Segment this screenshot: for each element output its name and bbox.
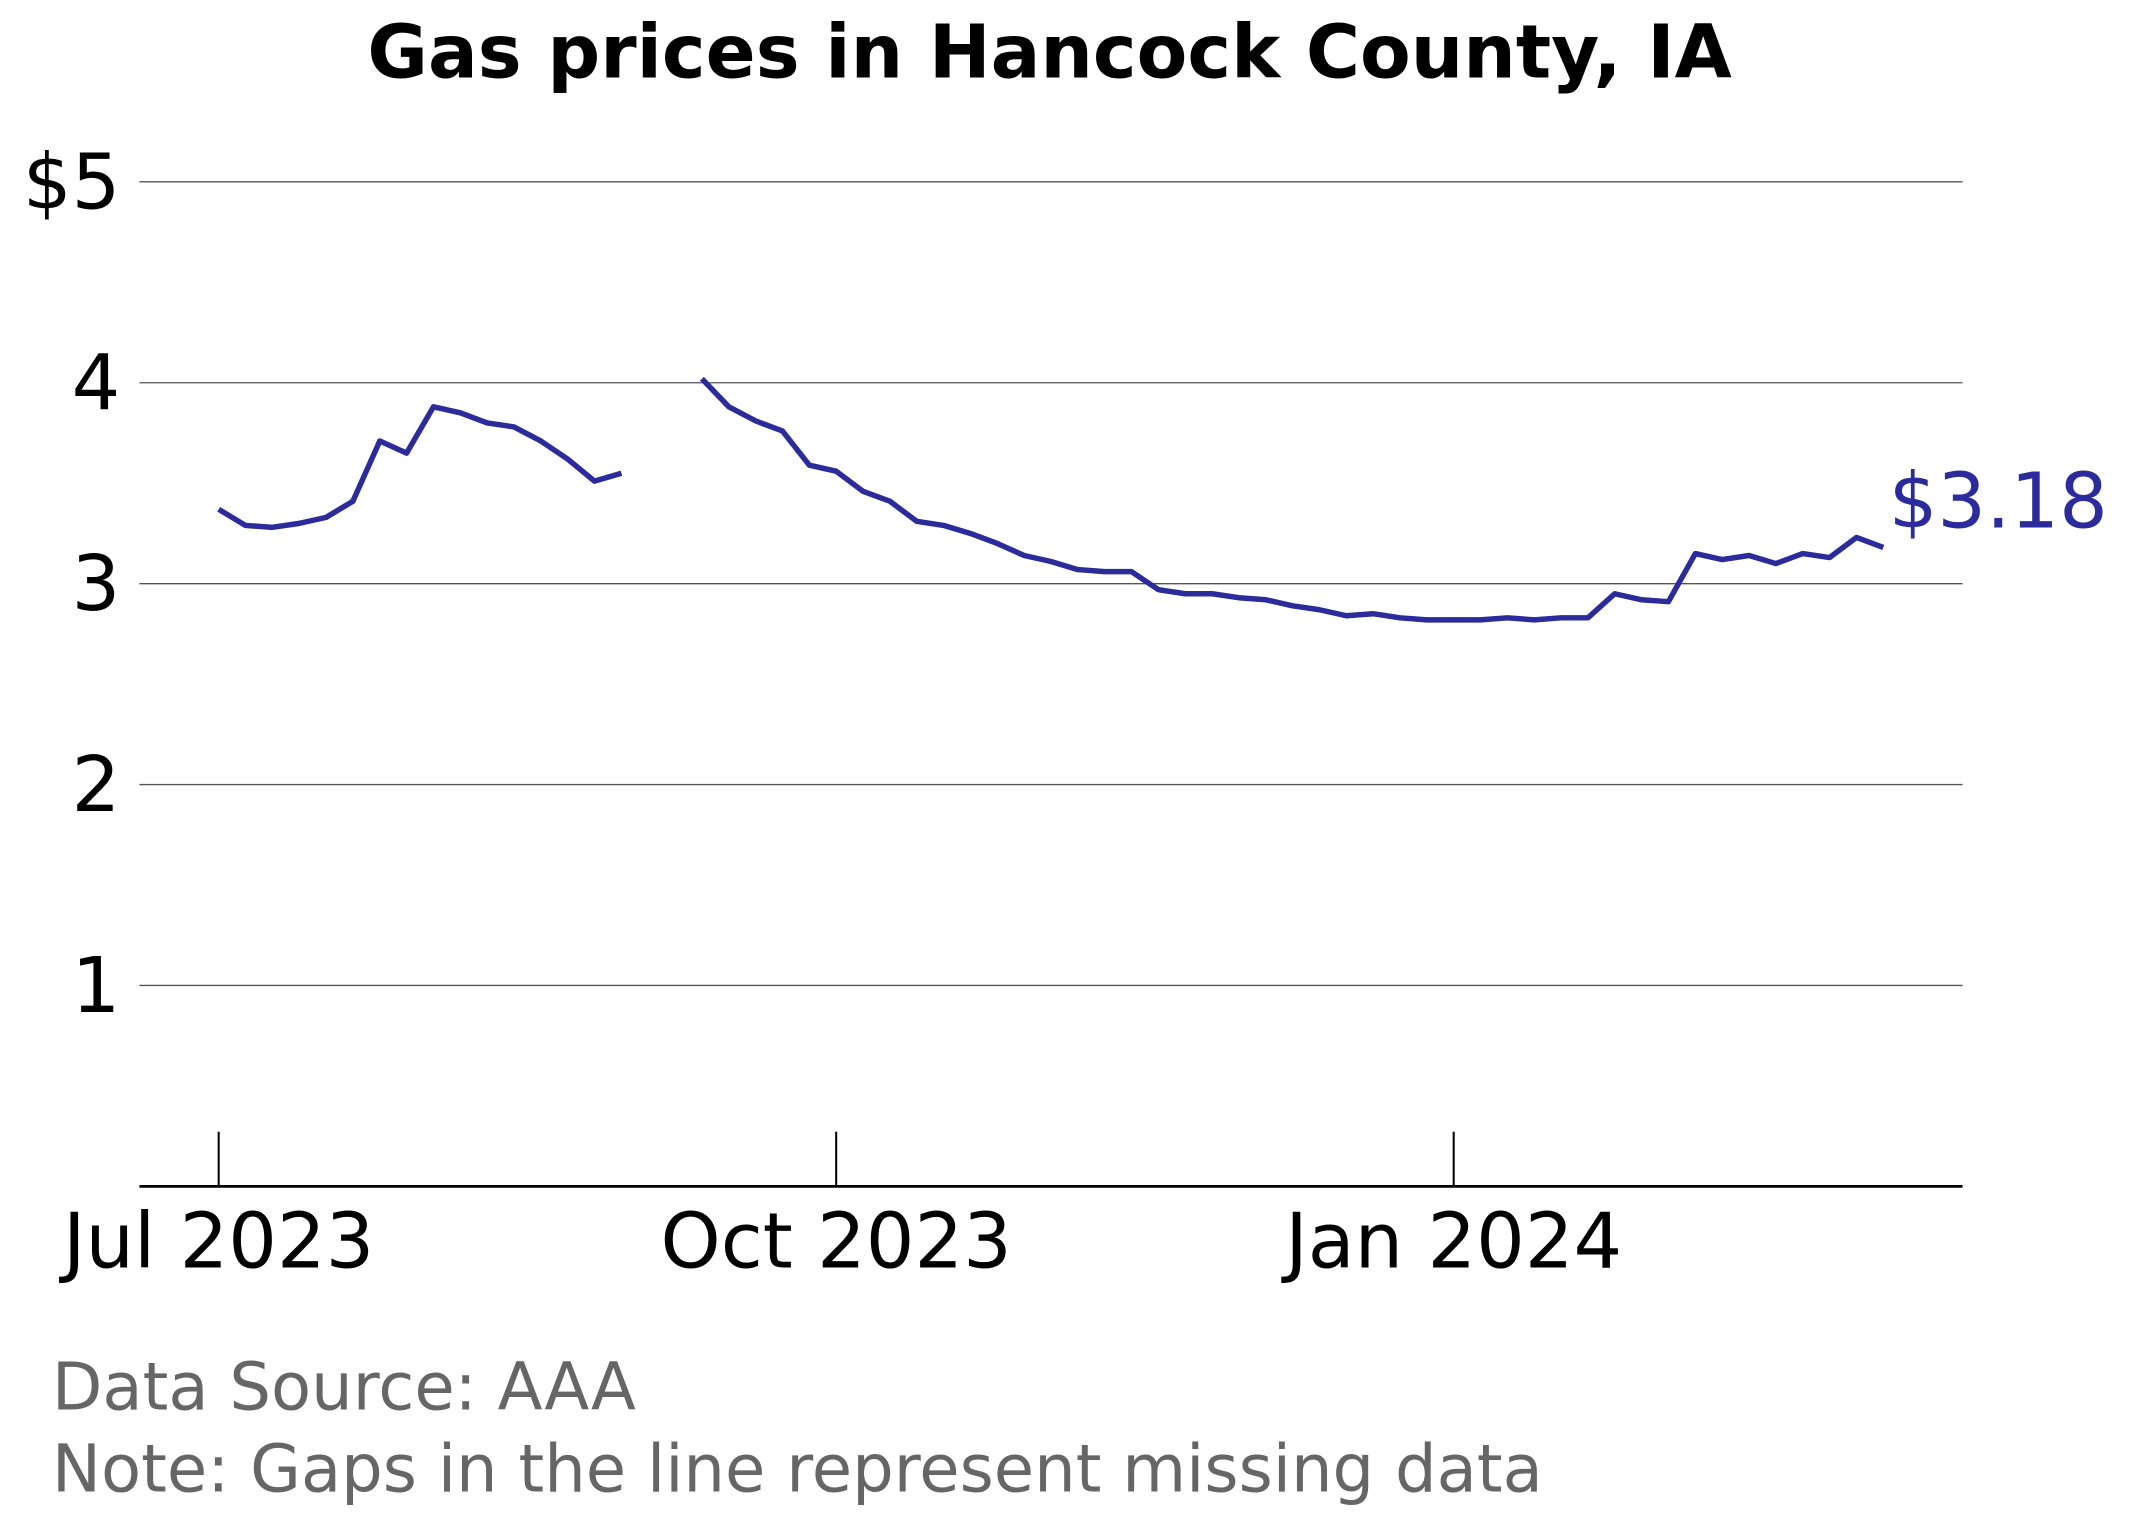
y-tick-label: 1 <box>72 942 121 1031</box>
gap-note: Note: Gaps in the line represent missing… <box>52 1431 1543 1507</box>
chart-title: Gas prices in Hancock County, IA <box>367 9 1731 95</box>
x-tick-label: Oct 2023 <box>660 1197 1011 1286</box>
value-label: $3.18 <box>1889 457 2108 546</box>
price-line <box>217 376 1885 623</box>
y-tick-label: 4 <box>72 339 121 428</box>
source-note: Data Source: AAA <box>52 1349 636 1425</box>
y-tick-label: 3 <box>72 540 121 629</box>
x-tick-label: Jul 2023 <box>59 1197 374 1286</box>
y-tick-label: 2 <box>72 741 121 830</box>
y-tick-label: $5 <box>23 138 120 227</box>
x-tick-label: Jan 2024 <box>1281 1197 1622 1286</box>
